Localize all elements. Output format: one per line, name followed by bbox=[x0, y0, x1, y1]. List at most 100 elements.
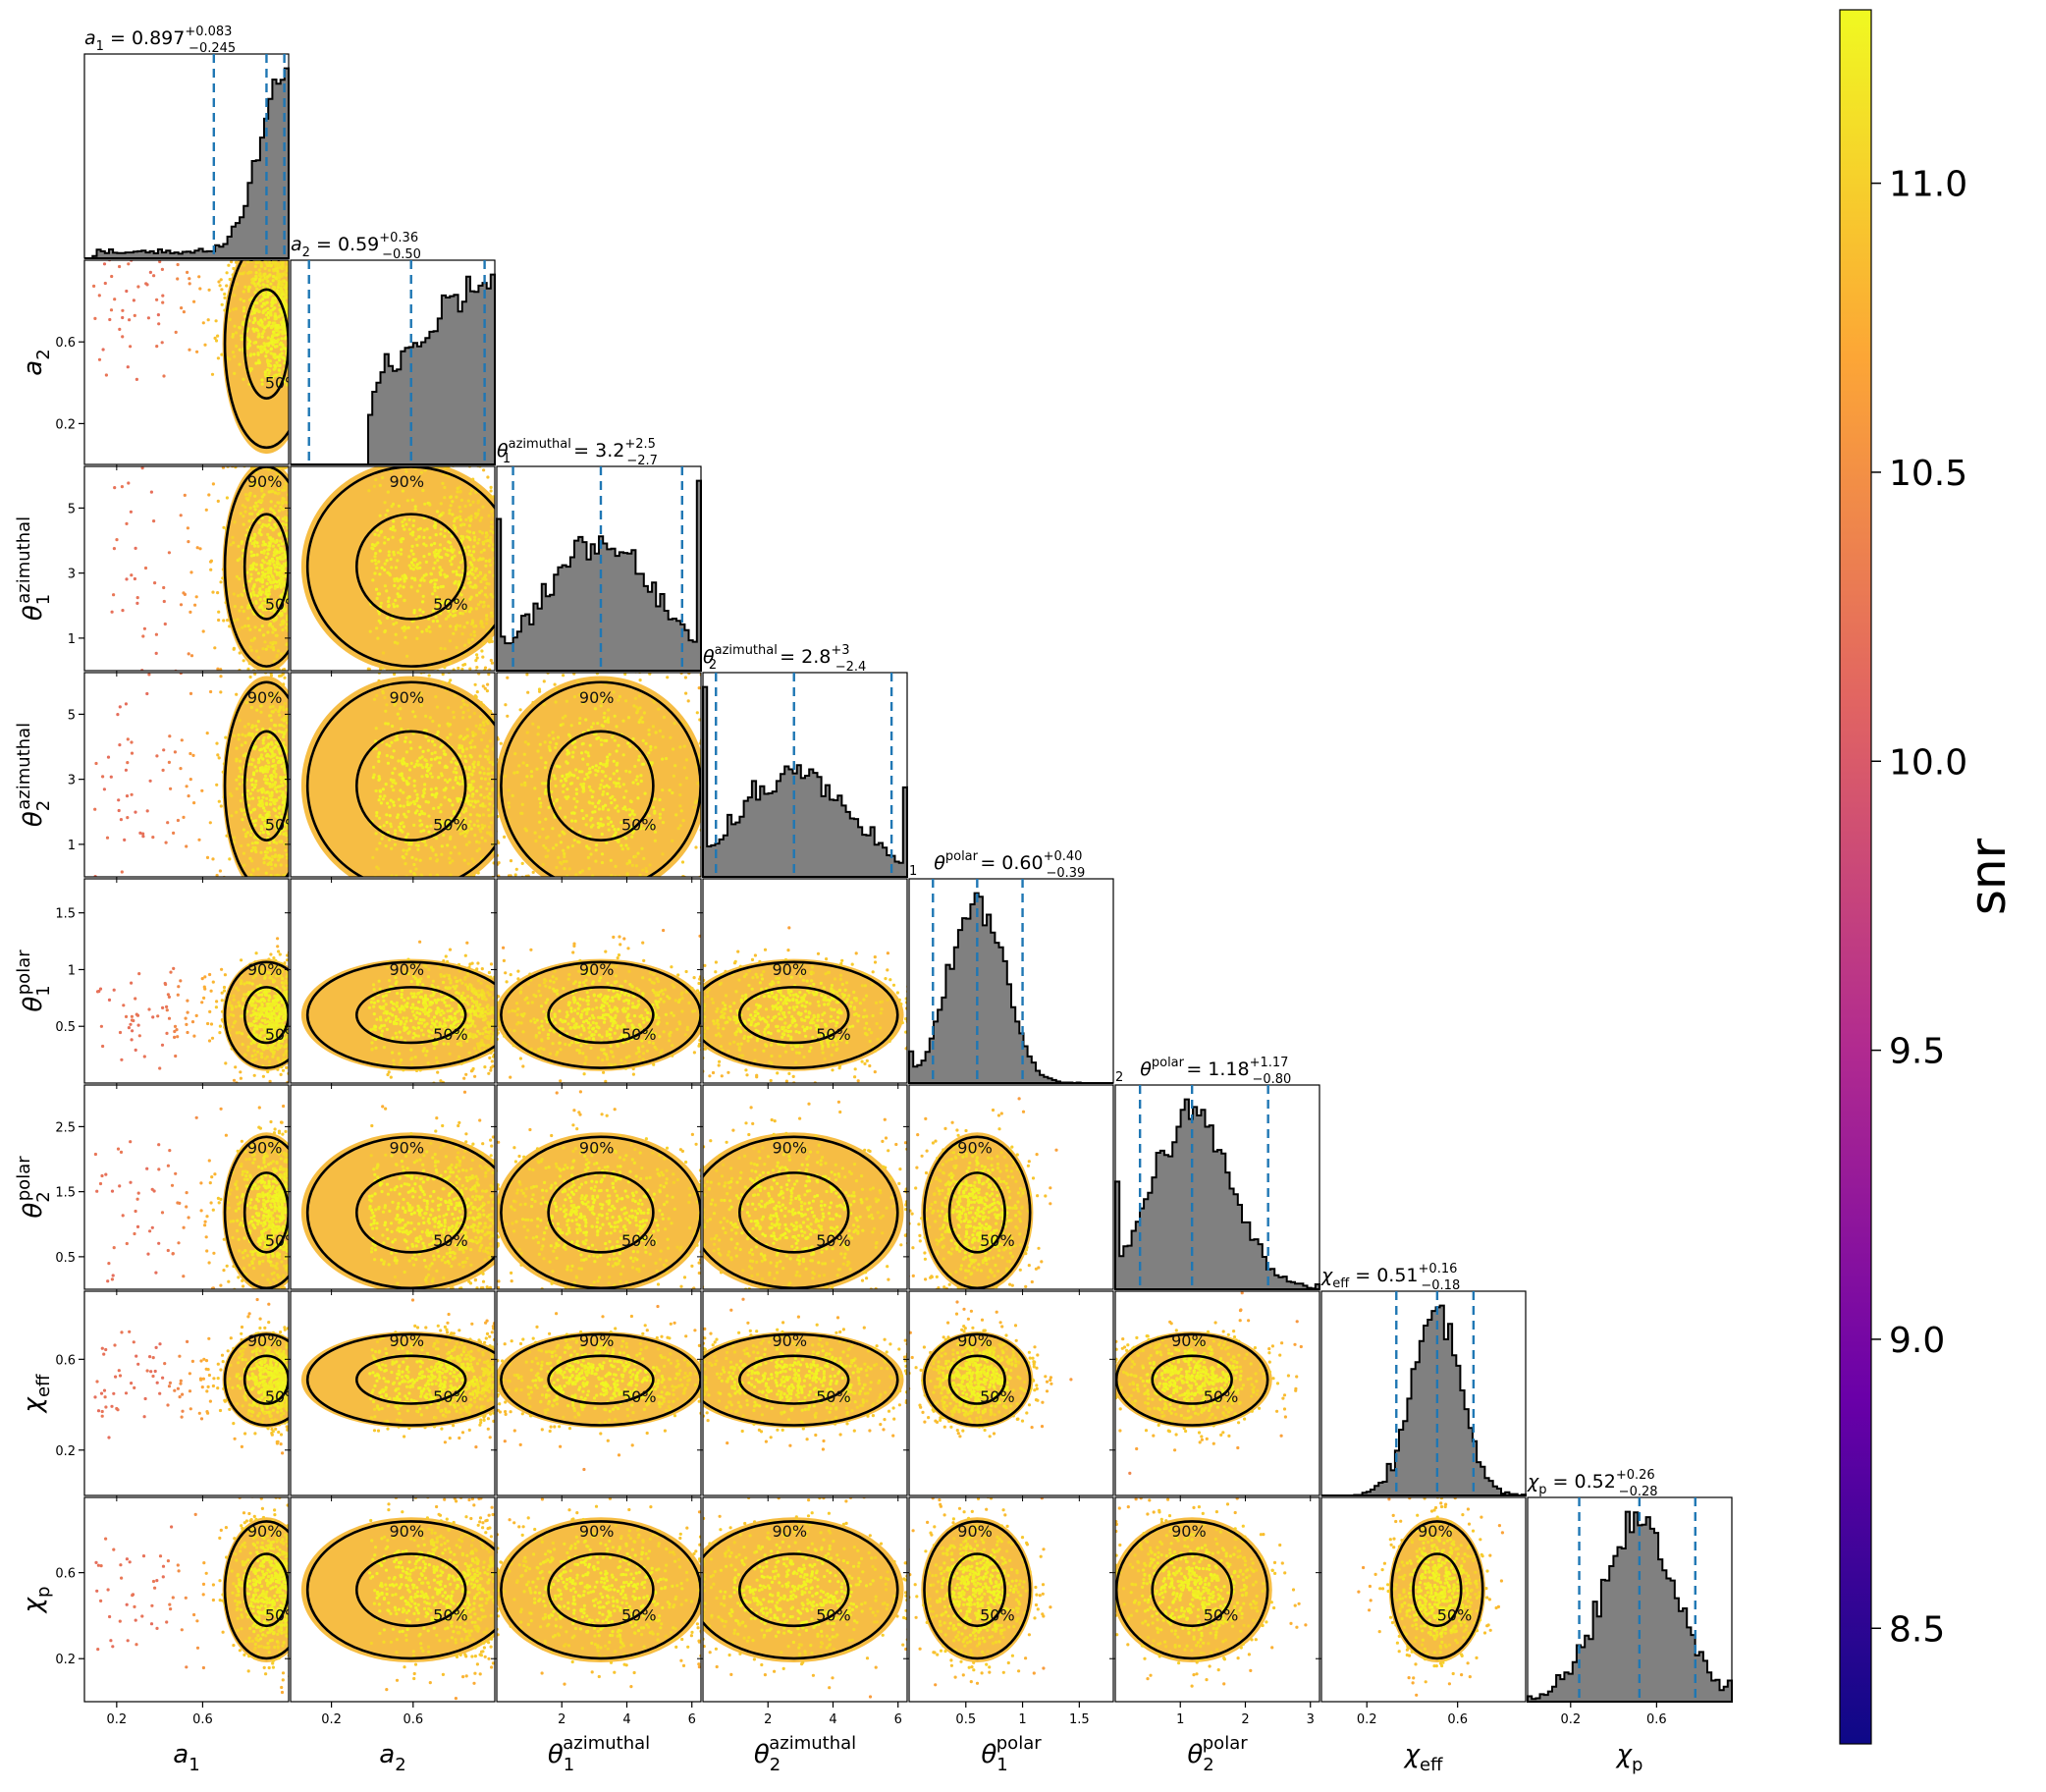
scatter-point bbox=[414, 799, 418, 803]
scatter-point bbox=[479, 495, 483, 500]
scatter-point bbox=[223, 973, 227, 977]
scatter-point bbox=[483, 686, 487, 690]
scatter-point bbox=[422, 555, 426, 559]
scatter-point bbox=[439, 646, 443, 651]
scatter-point bbox=[244, 832, 248, 837]
scatter-point bbox=[259, 828, 264, 832]
scatter-point bbox=[192, 299, 196, 303]
scatter-point bbox=[275, 970, 280, 974]
scatter-point bbox=[457, 753, 461, 757]
scatter-point bbox=[565, 699, 569, 703]
scatter-point bbox=[378, 777, 382, 782]
scatter-point bbox=[251, 699, 255, 703]
title-equals: = bbox=[567, 440, 595, 462]
scatter-point bbox=[428, 1030, 432, 1034]
scatter-point bbox=[474, 659, 478, 663]
scatter-point bbox=[478, 724, 482, 728]
scatter-point bbox=[412, 992, 416, 996]
scatter-point bbox=[635, 775, 639, 779]
scatter-point bbox=[239, 799, 242, 803]
scatter-point bbox=[254, 693, 259, 698]
scatter-point bbox=[550, 789, 554, 794]
scatter-point bbox=[450, 557, 455, 561]
scatter-point bbox=[122, 1004, 126, 1007]
scatter-point bbox=[432, 550, 436, 555]
scatter-point bbox=[591, 874, 595, 877]
scatter-point bbox=[429, 763, 433, 768]
scatter-point bbox=[394, 976, 398, 980]
scatter-point bbox=[407, 842, 411, 846]
scatter-point bbox=[248, 538, 252, 543]
scatter-point bbox=[482, 468, 486, 472]
scatter-point bbox=[419, 578, 423, 582]
scatter-point bbox=[392, 788, 396, 792]
scatter-point bbox=[121, 308, 125, 312]
scatter-point bbox=[273, 1003, 277, 1006]
scatter-point bbox=[285, 594, 289, 598]
scatter-point bbox=[281, 577, 285, 581]
scatter-point bbox=[523, 740, 527, 744]
scatter-point bbox=[279, 789, 283, 793]
histogram-title-theta2_pol: θpolar 2 = 1.18+1.17 −0.80 bbox=[1115, 1056, 1291, 1087]
scatter-point bbox=[597, 766, 602, 770]
scatter-point bbox=[448, 509, 452, 513]
scatter-point bbox=[485, 618, 489, 622]
scatter-point bbox=[255, 999, 259, 1004]
scatter-point bbox=[603, 720, 608, 724]
scatter-point bbox=[158, 1066, 162, 1070]
scatter-point bbox=[256, 1011, 260, 1015]
scatter-point bbox=[601, 807, 605, 811]
scatter-point bbox=[612, 781, 617, 785]
panel-frame bbox=[83, 672, 290, 878]
histogram-title-a1: a1 = 0.897+0.083 −0.245 bbox=[84, 25, 236, 56]
scatter-point bbox=[269, 468, 273, 472]
scatter-point bbox=[249, 260, 253, 263]
scatter-point bbox=[280, 723, 284, 728]
scatter-point bbox=[265, 778, 269, 782]
scatter-point bbox=[263, 348, 267, 352]
scatter-point bbox=[197, 838, 201, 842]
scatter-point bbox=[551, 731, 555, 734]
scatter-point bbox=[269, 740, 274, 744]
scatter-point bbox=[443, 752, 447, 756]
scatter-point bbox=[253, 974, 257, 978]
scatter-point bbox=[275, 789, 279, 793]
scatter-point bbox=[243, 285, 247, 289]
scatter-point bbox=[658, 729, 663, 733]
scatter-point bbox=[422, 1047, 426, 1051]
scatter-point bbox=[390, 566, 394, 570]
scatter-point bbox=[402, 856, 406, 860]
scatter-point bbox=[404, 750, 408, 754]
scatter-point bbox=[450, 534, 454, 538]
scatter-point bbox=[468, 667, 472, 671]
scatter-point bbox=[252, 505, 256, 509]
scatter-point bbox=[427, 766, 431, 771]
scatter-point bbox=[463, 643, 467, 647]
scatter-point bbox=[259, 850, 263, 854]
title-value: 0.897 bbox=[132, 27, 185, 49]
scatter-point bbox=[375, 566, 379, 570]
scatter-point bbox=[399, 707, 403, 711]
scatter-point bbox=[395, 980, 399, 984]
scatter-point bbox=[264, 781, 268, 785]
scatter-point bbox=[392, 749, 396, 753]
scatter-point bbox=[613, 834, 617, 838]
scatter-point bbox=[404, 852, 408, 856]
scatter-point bbox=[262, 746, 266, 750]
scatter-point bbox=[470, 794, 474, 798]
scatter-point bbox=[565, 760, 568, 764]
scatter-point bbox=[630, 835, 634, 839]
scatter-point bbox=[415, 543, 419, 547]
scatter-point bbox=[160, 1043, 165, 1047]
title-plus-error: +0.26 bbox=[1616, 1468, 1655, 1483]
scatter-point bbox=[255, 541, 259, 545]
scatter-point bbox=[211, 590, 215, 594]
scatter-point bbox=[678, 804, 682, 808]
scatter-point bbox=[267, 765, 271, 769]
scatter-point bbox=[256, 320, 260, 324]
scatter-point bbox=[446, 466, 450, 470]
scatter-point bbox=[188, 751, 192, 756]
scatter-point bbox=[394, 566, 398, 570]
scatter-point bbox=[251, 773, 256, 777]
scatter-point bbox=[601, 724, 606, 729]
